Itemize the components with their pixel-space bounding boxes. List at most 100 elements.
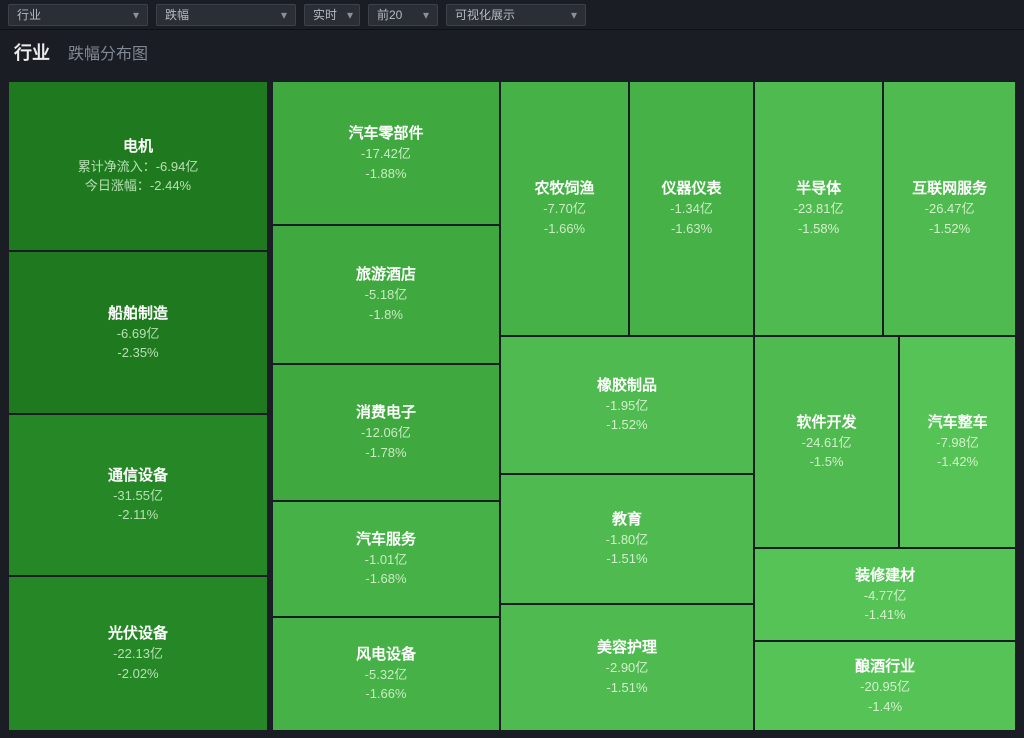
filter-select-topn[interactable]: 前20 ▾ (368, 4, 438, 26)
treemap-cell-name: 电机 (123, 136, 153, 157)
treemap-cell-value-2: -1.5% (810, 452, 844, 472)
treemap-cell-autowhole[interactable]: 汽车整车-7.98亿-1.42% (899, 336, 1016, 548)
page-title-main: 行业 (14, 39, 50, 65)
filter-select-label: 实时 (313, 6, 337, 23)
treemap-cell-semi[interactable]: 半导体-23.81亿-1.58% (754, 81, 883, 336)
treemap-cell-value-1: -7.70亿 (543, 199, 586, 219)
treemap-cell-value-2: -1.42% (937, 452, 978, 472)
treemap-cell-value-2: -1.4% (868, 697, 902, 717)
treemap-cell-value-2: -1.8% (369, 305, 403, 325)
treemap-cell-instrument[interactable]: 仪器仪表-1.34亿-1.63% (629, 81, 754, 336)
treemap-cell-name: 风电设备 (356, 644, 416, 665)
treemap-cell-name: 教育 (612, 509, 642, 530)
treemap-cell-name: 旅游酒店 (356, 264, 416, 285)
treemap-cell-name: 美容护理 (597, 637, 657, 658)
treemap-cell-autoparts[interactable]: 汽车零部件-17.42亿-1.88% (272, 81, 500, 225)
treemap-cell-value-1: -24.61亿 (802, 433, 852, 453)
treemap-cell-value-2: -1.51% (606, 678, 647, 698)
treemap-cell-value-1: -23.81亿 (794, 199, 844, 219)
treemap-cell-value-2: -1.58% (798, 219, 839, 239)
treemap-cell-value-1: -1.01亿 (365, 550, 408, 570)
treemap-cell-internet[interactable]: 互联网服务-26.47亿-1.52% (883, 81, 1016, 336)
treemap-cell-ship[interactable]: 船舶制造-6.69亿-2.35% (8, 251, 268, 414)
treemap-cell-value-2: -2.35% (117, 343, 158, 363)
treemap-cell-name: 装修建材 (855, 565, 915, 586)
treemap-cell-name: 光伏设备 (108, 623, 168, 644)
treemap-cell-hotel[interactable]: 旅游酒店-5.18亿-1.8% (272, 225, 500, 364)
chevron-down-icon: ▾ (123, 8, 139, 22)
treemap-cell-value-2: -1.78% (365, 443, 406, 463)
treemap-cell-value-1: -6.69亿 (117, 324, 160, 344)
treemap-cell-value-1: -12.06亿 (361, 423, 411, 443)
filter-select-label: 行业 (17, 6, 41, 23)
treemap-cell-value-1: -26.47亿 (925, 199, 975, 219)
treemap-cell-name: 仪器仪表 (662, 178, 722, 199)
treemap-cell-value-2: -1.52% (929, 219, 970, 239)
treemap-cell-name: 半导体 (796, 178, 841, 199)
treemap-cell-name: 汽车整车 (928, 412, 988, 433)
treemap-cell-value-1: -1.95亿 (606, 396, 649, 416)
treemap-cell-value-2: -1.52% (606, 415, 647, 435)
treemap-cell-name: 汽车服务 (356, 529, 416, 550)
treemap-cell-value-1: -20.95亿 (860, 677, 910, 697)
treemap-cell-wind[interactable]: 风电设备-5.32亿-1.66% (272, 617, 500, 731)
treemap-cell-value-1: -17.42亿 (361, 144, 411, 164)
treemap-cell-name: 农牧饲渔 (535, 178, 595, 199)
treemap-cell-value-1: -5.32亿 (365, 665, 408, 685)
treemap-cell-value-2: -1.66% (365, 684, 406, 704)
treemap-cell-value-2: -1.68% (365, 569, 406, 589)
treemap-cell-value-2: -2.11% (118, 505, 158, 525)
treemap-cell-comm[interactable]: 通信设备-31.55亿-2.11% (8, 414, 268, 575)
treemap-cell-consumer-elec[interactable]: 消费电子-12.06亿-1.78% (272, 364, 500, 501)
treemap-cell-value-2: -1.66% (544, 219, 585, 239)
chevron-down-icon: ▾ (337, 8, 353, 22)
treemap-cell-autoservice[interactable]: 汽车服务-1.01亿-1.68% (272, 501, 500, 617)
treemap-cell-agri[interactable]: 农牧饲渔-7.70亿-1.66% (500, 81, 629, 336)
treemap-cell-value-2: -1.41% (864, 605, 905, 625)
filter-select-label: 可视化展示 (455, 6, 515, 23)
treemap-cell-today-change: 今日涨幅：-2.44% (85, 176, 191, 196)
treemap-cell-name: 汽车零部件 (348, 123, 423, 144)
treemap-cell-name: 酿酒行业 (855, 656, 915, 677)
treemap-cell-value-1: -2.90亿 (606, 658, 649, 678)
treemap-cell-name: 通信设备 (108, 465, 168, 486)
title-row: 行业 跌幅分布图 (0, 30, 1024, 74)
treemap-cell-beauty[interactable]: 美容护理-2.90亿-1.51% (500, 604, 754, 731)
treemap-cell-decor[interactable]: 装修建材-4.77亿-1.41% (754, 548, 1016, 641)
filter-select-label: 前20 (377, 6, 402, 23)
treemap-cell-value-1: -22.13亿 (113, 644, 163, 664)
chevron-down-icon: ▾ (413, 8, 429, 22)
treemap-cell-value-1: -5.18亿 (365, 285, 408, 305)
treemap-cell-pv[interactable]: 光伏设备-22.13亿-2.02% (8, 576, 268, 731)
filter-select-freq[interactable]: 实时▾ (304, 4, 360, 26)
page-title-sub: 跌幅分布图 (68, 40, 148, 64)
treemap-cell-name: 软件开发 (797, 412, 857, 433)
chevron-down-icon: ▾ (561, 8, 577, 22)
treemap-cell-net-inflow: 累计净流入：-6.94亿 (78, 157, 199, 177)
treemap-cell-value-1: -7.98亿 (936, 433, 979, 453)
filter-bar: 行业▾跌幅▾实时▾前20▾可视化展示▾ (0, 0, 1024, 30)
treemap-cell-value-1: -1.80亿 (606, 530, 649, 550)
treemap-cell-edu[interactable]: 教育-1.80亿-1.51% (500, 474, 754, 604)
treemap-cell-value-1: -1.34亿 (670, 199, 713, 219)
chevron-down-icon: ▾ (271, 8, 287, 22)
treemap-cell-value-2: -1.51% (606, 549, 647, 569)
treemap-cell-value-1: -31.55亿 (113, 486, 163, 506)
treemap-cell-motor[interactable]: 电机累计净流入：-6.94亿今日涨幅：-2.44% (8, 81, 268, 251)
treemap-cell-value-1: -4.77亿 (864, 586, 907, 606)
treemap: 电机累计净流入：-6.94亿今日涨幅：-2.44%船舶制造-6.69亿-2.35… (0, 74, 1024, 738)
treemap-cell-name: 船舶制造 (108, 303, 168, 324)
treemap-cell-value-2: -1.88% (365, 164, 406, 184)
treemap-cell-name: 橡胶制品 (597, 375, 657, 396)
treemap-cell-name: 互联网服务 (912, 178, 987, 199)
treemap-cell-software[interactable]: 软件开发-24.61亿-1.5% (754, 336, 899, 548)
filter-select-industry[interactable]: 行业 ▾ (8, 4, 148, 26)
treemap-cell-liquor[interactable]: 酿酒行业-20.95亿-1.4% (754, 641, 1016, 731)
filter-select-label: 跌幅 (165, 6, 189, 23)
filter-select-metric[interactable]: 跌幅 ▾ (156, 4, 296, 26)
filter-select-view[interactable]: 可视化展示 ▾ (446, 4, 586, 26)
treemap-cell-value-2: -2.02% (117, 664, 158, 684)
treemap-cell-value-2: -1.63% (671, 219, 712, 239)
treemap-cell-name: 消费电子 (356, 402, 416, 423)
treemap-cell-rubber[interactable]: 橡胶制品-1.95亿-1.52% (500, 336, 754, 474)
